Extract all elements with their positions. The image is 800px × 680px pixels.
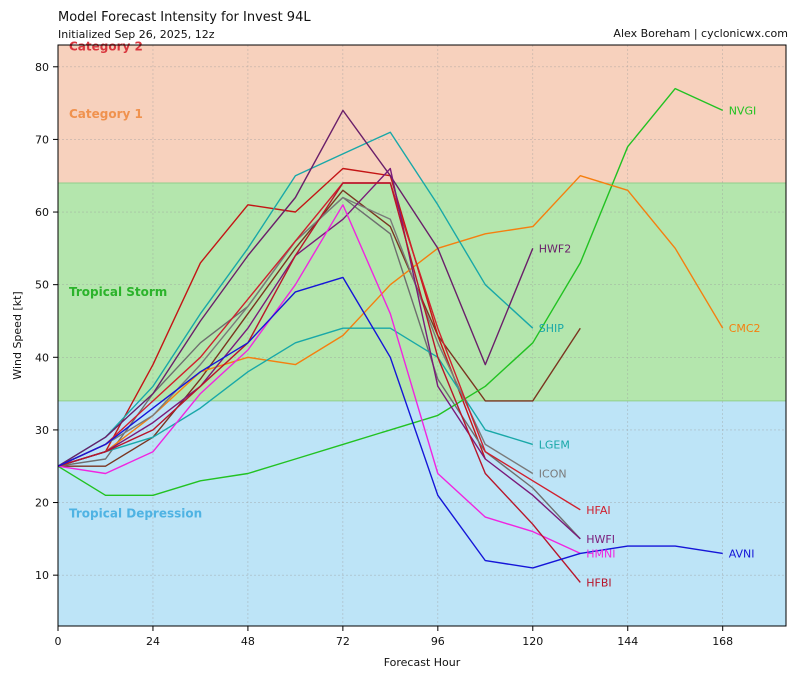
series-lines <box>58 87 724 583</box>
x-tick-label-24: 24 <box>146 635 160 648</box>
y-tick-label-20: 20 <box>35 497 49 510</box>
x-axis-label: Forecast Hour <box>384 656 461 669</box>
y-axis-label: Wind Speed [kt] <box>11 291 24 379</box>
x-tick-label-120: 120 <box>522 635 543 648</box>
series-line-ship <box>58 131 534 467</box>
band-labels: Tropical Depression Tropical Storm Categor… <box>69 39 202 520</box>
axes: 0 24 48 72 96 120 144 168 10 20 30 40 50 60 70 80 Foreca… <box>11 44 787 669</box>
x-tick-label-72: 72 <box>336 635 350 648</box>
x-tick-label-96: 96 <box>431 635 445 648</box>
y-tick-label-80: 80 <box>35 61 49 74</box>
series-label-nvgi: NVGI <box>729 104 757 117</box>
series-label-ship: SHIP <box>539 322 564 335</box>
band-label-tropical-storm: Tropical Storm <box>69 285 167 299</box>
series-label-avni: AVNI <box>729 547 755 560</box>
series-line-lgem <box>58 327 534 467</box>
series-label-hwfi: HWFI <box>586 533 615 546</box>
series-line-hmni <box>58 204 581 555</box>
series-label-hfai: HFAI <box>586 504 610 517</box>
series-line-hwf2 <box>58 109 534 467</box>
chart-subtitle: Initialized Sep 26, 2025, 12z <box>58 28 215 41</box>
x-tick-label-144: 144 <box>617 635 638 648</box>
plot-frame <box>57 44 787 627</box>
series-label-icon: ICON <box>539 467 567 480</box>
band-tropical-depression <box>58 400 786 626</box>
band-label-category-2: Category 2 <box>69 39 143 53</box>
series-line-avni <box>58 276 723 569</box>
y-tick-label-70: 70 <box>35 133 49 146</box>
y-tick-label-40: 40 <box>35 351 49 364</box>
band-category-1 <box>58 45 786 183</box>
x-tick-label-168: 168 <box>712 635 733 648</box>
chart-credit: Alex Boreham | cyclonicwx.com <box>613 27 788 40</box>
y-tick-label-10: 10 <box>35 569 49 582</box>
y-tick-label-50: 50 <box>35 279 49 292</box>
x-tick-label-0: 0 <box>55 635 62 648</box>
series-label-cmc2: CMC2 <box>729 322 761 335</box>
y-tick-label-60: 60 <box>35 206 49 219</box>
y-tick-label-30: 30 <box>35 424 49 437</box>
x-tick-label-48: 48 <box>241 635 255 648</box>
series-label-lgem: LGEM <box>539 438 570 451</box>
chart-title: Model Forecast Intensity for Invest 94L <box>58 10 311 25</box>
intensity-bands <box>58 45 786 626</box>
series-line-hfai <box>58 182 581 511</box>
band-label-tropical-depression: Tropical Depression <box>69 506 202 520</box>
series-label-hmni: HMNI <box>586 547 615 560</box>
series-label-hfbi: HFBI <box>586 576 611 589</box>
series-line-cmc2 <box>58 174 724 467</box>
series-line-hfbi <box>58 182 581 583</box>
series-line-hwfi <box>58 167 581 540</box>
series-label-hwf2: HWF2 <box>539 242 571 255</box>
band-label-category-1: Category 1 <box>69 107 143 121</box>
